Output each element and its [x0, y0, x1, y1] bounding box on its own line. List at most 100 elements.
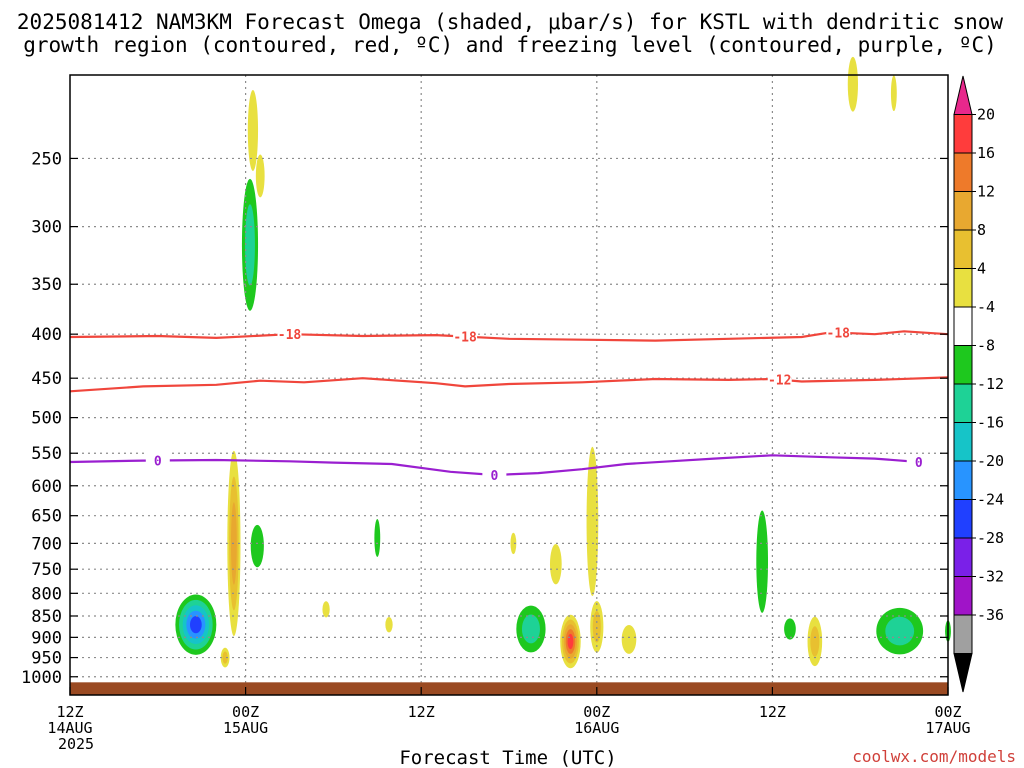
omega-cell — [560, 614, 581, 669]
omega-cell-level — [250, 524, 264, 568]
omega-cell — [621, 624, 637, 654]
omega-cell-level — [810, 626, 820, 657]
omega-cell — [784, 618, 796, 640]
contour-label-bg — [906, 453, 931, 468]
omega-cell — [847, 56, 859, 112]
contour-label: -18 — [453, 331, 477, 346]
colorbar-swatch — [953, 306, 973, 346]
y-tick-label: 300 — [31, 218, 62, 238]
contour-label-bg — [767, 371, 792, 386]
contour-label: -18 — [827, 327, 851, 342]
colorbar-label: -8 — [977, 337, 995, 355]
colorbar-swatch — [953, 614, 973, 654]
contour-label-bg — [453, 328, 478, 343]
contour-label-bg — [277, 326, 302, 341]
x-tick-label: 17AUG — [925, 719, 970, 737]
omega-cell — [807, 616, 823, 667]
omega-cell-level — [784, 618, 796, 640]
colorbar-swatch — [953, 499, 973, 539]
omega-cell-level — [592, 611, 601, 643]
colorbar-label: 4 — [977, 260, 986, 278]
y-tick-label: 800 — [31, 584, 62, 604]
x-tick-label: 00Z — [934, 703, 961, 721]
contour-line — [69, 330, 949, 342]
omega-cell — [756, 510, 769, 613]
omega-cell-level — [586, 446, 599, 597]
omega-cell-level — [621, 624, 637, 654]
omega-cell — [590, 601, 604, 653]
colorbar-swatch — [953, 191, 973, 231]
plot-frame — [69, 74, 949, 696]
omega-cell — [255, 154, 265, 198]
omega-cell — [890, 75, 897, 112]
y-tick-label: 650 — [31, 507, 62, 527]
y-tick-label: 750 — [31, 560, 62, 580]
contour-line — [69, 454, 919, 477]
omega-cell-level — [247, 90, 259, 171]
omega-cell — [220, 647, 230, 668]
omega-cell-level — [567, 633, 574, 650]
x-tick-label: 12Z — [759, 703, 786, 721]
omega-cell — [510, 532, 517, 555]
omega-cell — [876, 607, 924, 655]
colorbar-swatch — [953, 114, 973, 154]
omega-cell-level — [222, 651, 228, 664]
chart-title-line2: growth region (contoured, red, ºC) and f… — [23, 33, 997, 57]
contour-label-bg — [482, 467, 507, 482]
x-tick-label: 15AUG — [223, 719, 268, 737]
y-tick-label: 1000 — [21, 668, 62, 688]
plot-area: -18 -18 -18 -12 0 0 0 — [69, 56, 951, 696]
omega-cell-level — [245, 204, 255, 286]
colorbar-label: 20 — [977, 106, 995, 124]
y-tick-label: 700 — [31, 534, 62, 554]
contour-label: 0 — [915, 456, 923, 471]
colorbar-swatch — [953, 383, 973, 423]
colorbar-label: -20 — [977, 452, 1004, 470]
colorbar-swatch — [953, 537, 973, 577]
y-tick-label: 500 — [31, 409, 62, 429]
y-tick-label: 550 — [31, 444, 62, 464]
omega-cell-level — [521, 614, 540, 644]
colorbar-swatch — [953, 460, 973, 500]
x-tick-label: 16AUG — [574, 719, 619, 737]
colorbar-label: -12 — [977, 375, 1004, 393]
colorbar-swatch — [953, 422, 973, 462]
y-tick-label: 450 — [31, 369, 62, 389]
omega-cell-level — [756, 510, 769, 613]
omega-cell-level — [510, 532, 517, 555]
y-tick-label: 250 — [31, 149, 62, 169]
y-tick-label: 350 — [31, 275, 62, 295]
contour-layer: -18 -18 -18 -12 0 0 0 — [69, 324, 949, 484]
omega-cell — [374, 519, 381, 558]
colorbar-label: 12 — [977, 183, 995, 201]
contour-line — [69, 376, 949, 393]
omega-cell-level — [890, 75, 897, 112]
omega-cell-level — [322, 601, 330, 618]
contour-label-bg — [826, 324, 851, 339]
omega-cell — [175, 594, 217, 655]
omega-cell-level — [255, 154, 265, 198]
x-tick-label: 2025 — [58, 735, 94, 753]
x-tick-label: 00Z — [232, 703, 259, 721]
x-axis-label: Forecast Time (UTC) — [399, 747, 616, 768]
colorbar-bottom-arrow — [953, 653, 973, 693]
omega-cell-level — [549, 543, 562, 585]
grid-layer — [70, 75, 948, 695]
y-tick-label: 600 — [31, 477, 62, 497]
y-tick-label: 850 — [31, 607, 62, 627]
x-tick-label: 12Z — [408, 703, 435, 721]
contour-label: -18 — [278, 328, 302, 343]
omega-cell — [247, 90, 259, 171]
omega-cell — [549, 543, 562, 585]
omega-cell — [385, 616, 393, 633]
chart-title-line1: 2025081412 NAM3KM Forecast Omega (shaded… — [17, 10, 1004, 34]
colorbar-top-arrow — [953, 75, 973, 115]
colorbar-label: -16 — [977, 414, 1004, 432]
x-tick-label: 14AUG — [47, 719, 92, 737]
omega-cell-level — [885, 616, 915, 646]
contour-label: 0 — [154, 455, 162, 470]
omega-cell — [586, 446, 599, 597]
colorbar-swatch — [953, 229, 973, 269]
